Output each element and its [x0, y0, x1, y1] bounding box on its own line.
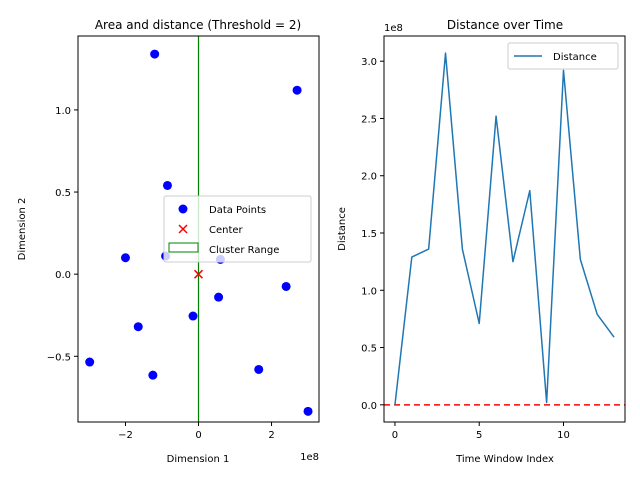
center-marker: [193, 269, 204, 279]
legend-cluster-range-label: Cluster Range: [209, 245, 279, 256]
data-point: [85, 357, 95, 367]
scatter-x-axis-label: Dimension 1: [167, 454, 230, 465]
scatter-y-axis-label: Dimension 2: [17, 198, 28, 261]
line-y-tick-label: 0.5: [361, 344, 377, 355]
scatter-y-ticks: −0.5 0.0 0.5 1.0: [47, 106, 78, 363]
line-y-tick-label: 2.5: [361, 114, 377, 125]
data-point: [150, 49, 160, 59]
scatter-x-tick-label: 0: [195, 430, 201, 441]
line-legend-box: [507, 42, 619, 70]
data-point: [162, 180, 172, 190]
data-point: [120, 253, 130, 263]
legend-data-points-marker: [178, 204, 188, 214]
legend-center-label: Center: [209, 225, 244, 236]
center-marker-stroke: [193, 269, 204, 279]
scatter-y-tick-label: −0.5: [47, 352, 71, 363]
legend-data-points-label: Data Points: [209, 205, 266, 216]
line-y-tick-label: 2.0: [361, 172, 377, 183]
line-axes-frame: [383, 35, 626, 423]
legend-cluster-range-swatch: [168, 242, 199, 253]
line-x-tick-label: 10: [557, 430, 570, 441]
line-x-axis-label: Time Window Index: [455, 454, 554, 465]
line-y-tick-label: 3.0: [361, 57, 377, 68]
scatter-y-tick-label: 0.5: [55, 188, 71, 199]
line-x-tick-label: 5: [476, 430, 482, 441]
scatter-x-offset-label: 1e8: [300, 452, 319, 463]
line-legend: Distance: [507, 42, 619, 70]
scatter-x-tick-label: 2: [268, 430, 274, 441]
line-y-tick-label: 0.0: [361, 401, 377, 412]
legend-center-marker: [178, 224, 188, 234]
line-marks: [384, 52, 625, 406]
scatter-x-ticks: −2 0 2: [118, 422, 275, 441]
data-point: [281, 281, 291, 291]
line-y-offset-label: 1e8: [384, 23, 403, 34]
scatter-y-tick-label: 1.0: [55, 106, 71, 117]
distance-series-line: [394, 52, 615, 405]
line-y-tick-label: 1.5: [361, 229, 377, 240]
data-point: [188, 311, 198, 321]
line-plot: Distance over Time 0 5 10 0.0 0.5 1.0 1.5 2.0 2…: [337, 18, 626, 465]
data-point: [133, 322, 143, 332]
line-x-tick-label: 0: [392, 430, 398, 441]
data-point: [214, 292, 224, 302]
data-point: [254, 364, 264, 374]
scatter-legend: Data Points Center Cluster Range: [163, 195, 312, 263]
legend-distance-label: Distance: [553, 52, 597, 63]
line-y-axis-label: Distance: [337, 207, 348, 251]
data-point: [292, 85, 302, 95]
line-x-ticks: 0 5 10: [392, 422, 570, 441]
line-title: Distance over Time: [447, 18, 563, 32]
scatter-y-tick-label: 0.0: [55, 270, 71, 281]
line-y-ticks: 0.0 0.5 1.0 1.5 2.0 2.5 3.0: [361, 57, 384, 412]
scatter-x-tick-label: −2: [118, 430, 133, 441]
data-point: [303, 406, 313, 416]
scatter-title: Area and distance (Threshold = 2): [95, 18, 301, 32]
scatter-legend-box: [163, 195, 312, 263]
scatter-plot: Area and distance (Threshold = 2) −2 0 2 −…: [17, 18, 320, 465]
data-point: [148, 370, 158, 380]
line-y-tick-label: 1.0: [361, 286, 377, 297]
